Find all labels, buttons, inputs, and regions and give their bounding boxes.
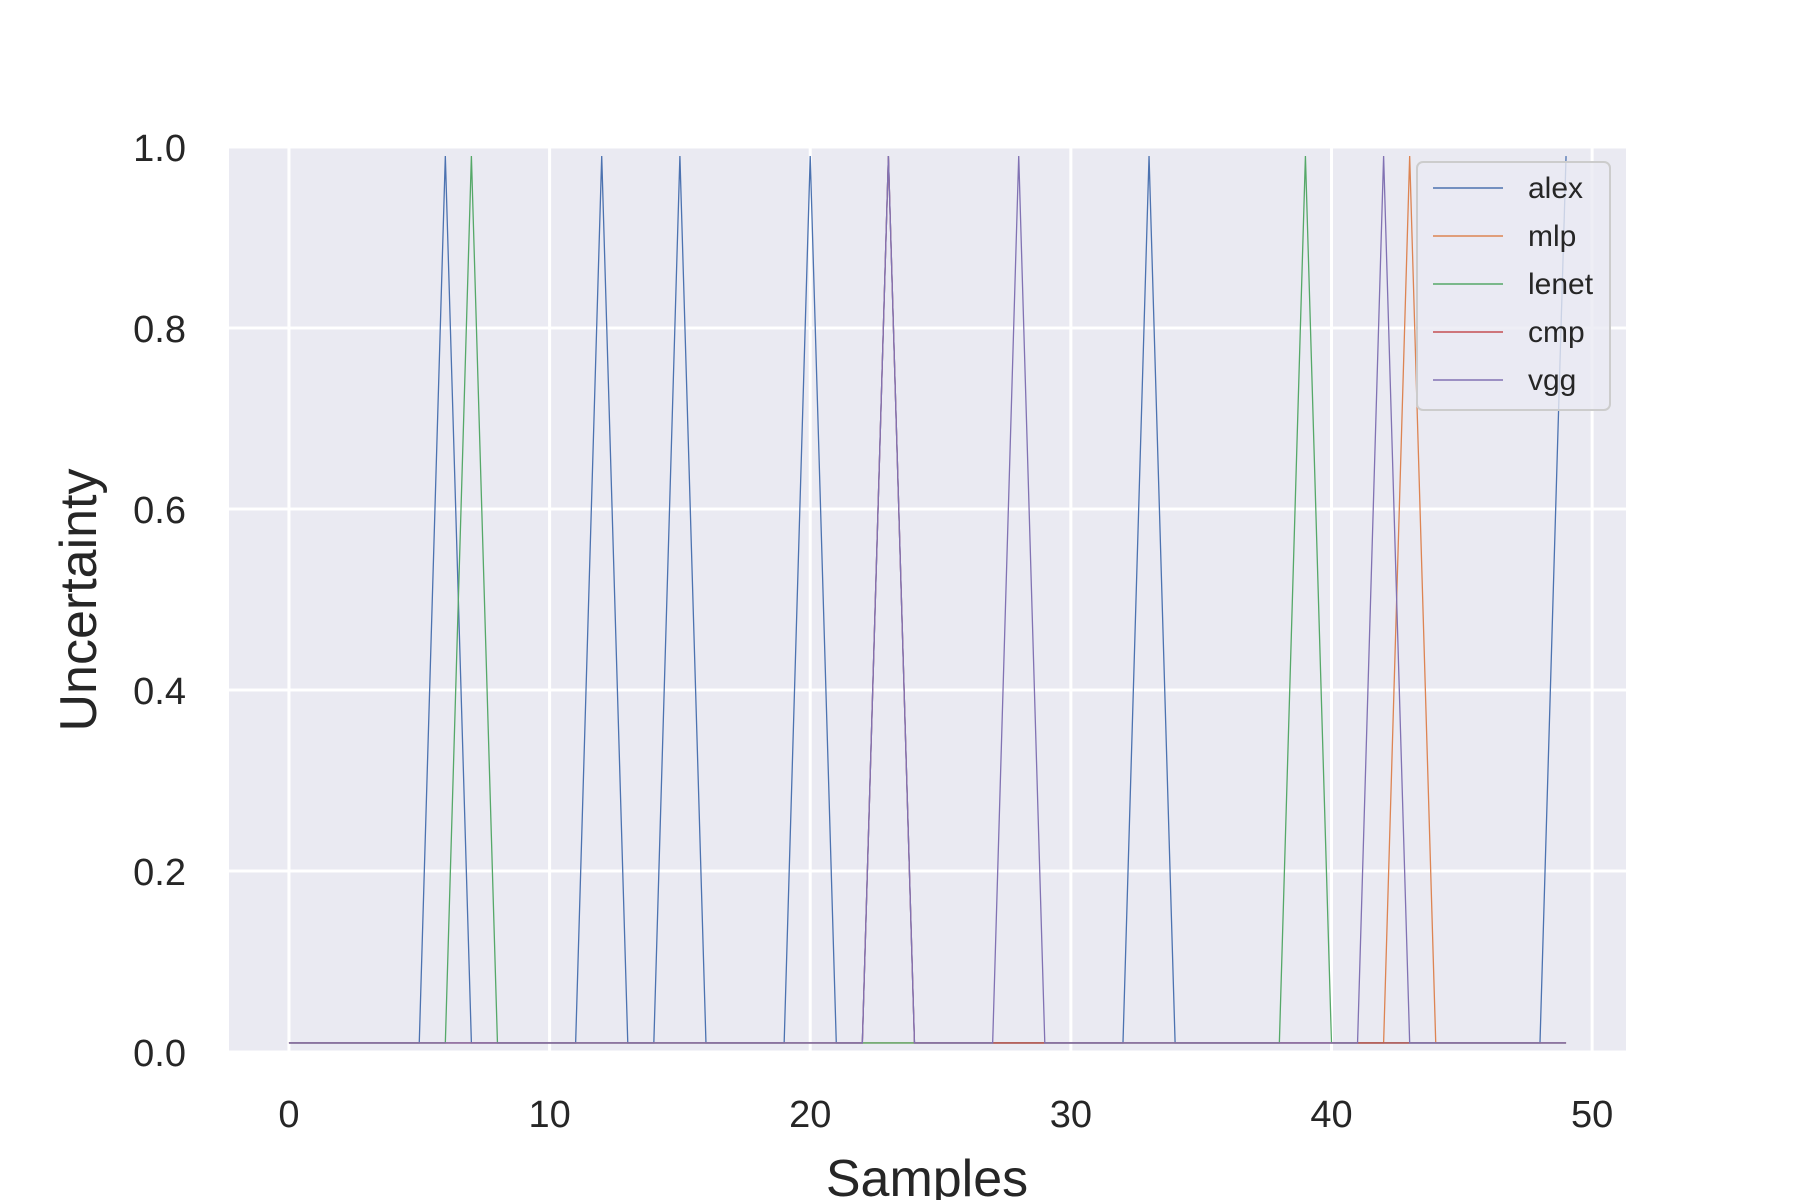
legend-label-cmp: cmp — [1528, 316, 1585, 349]
legend: alex mlp lenet cmp vgg — [1416, 161, 1611, 411]
legend-label-mlp: mlp — [1528, 220, 1576, 253]
legend-label-lenet: lenet — [1528, 268, 1594, 301]
y-tick-labels: 0.0 0.2 0.4 0.6 0.8 1.0 — [133, 128, 186, 1075]
y-tick-label: 1.0 — [133, 128, 186, 170]
x-tick-label: 50 — [1571, 1094, 1613, 1136]
plot-area-background — [229, 147, 1626, 1052]
y-tick-label: 0.8 — [133, 309, 186, 351]
grid-lines — [229, 145, 1626, 1054]
legend-label-alex: alex — [1528, 172, 1583, 205]
series-lines — [288, 156, 1567, 1044]
y-tick-label: 0.4 — [133, 671, 186, 713]
x-tick-label: 0 — [278, 1094, 299, 1136]
series-line-vgg — [288, 156, 1567, 1044]
x-tick-label: 20 — [789, 1094, 831, 1136]
x-tick-labels: 0 10 20 30 40 50 — [278, 1094, 1613, 1136]
x-tick-label: 30 — [1050, 1094, 1092, 1136]
x-tick-label: 10 — [528, 1094, 570, 1136]
x-tick-label: 40 — [1310, 1094, 1352, 1136]
x-axis-label: Samples — [826, 1150, 1028, 1200]
y-tick-label: 0.6 — [133, 490, 186, 532]
y-axis-label: Uncertainty — [50, 469, 108, 732]
y-tick-label: 0.2 — [133, 852, 186, 894]
legend-label-vgg: vgg — [1528, 364, 1576, 397]
legend-box — [1416, 161, 1611, 411]
y-tick-label: 0.0 — [133, 1033, 186, 1075]
